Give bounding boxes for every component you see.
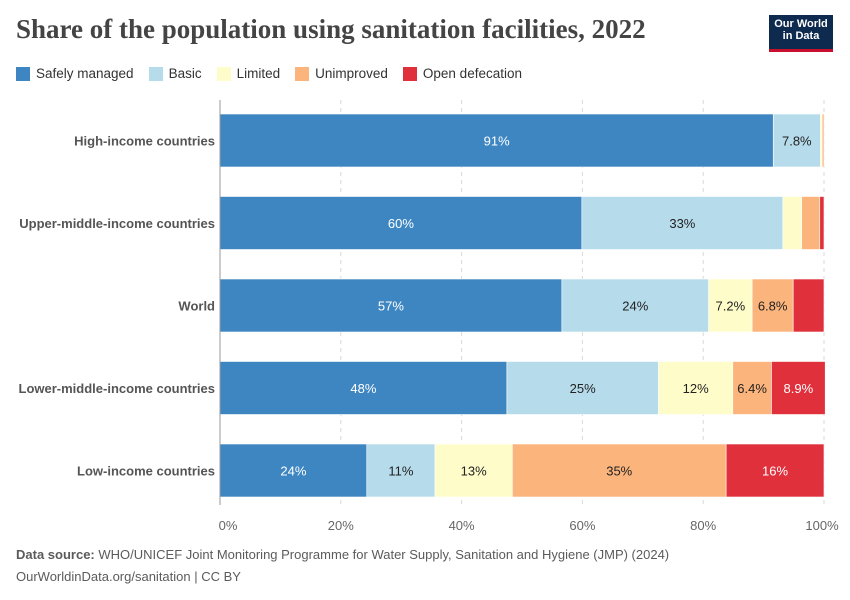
- data-label: 60%: [388, 216, 414, 231]
- bar-segment: [366, 443, 436, 498]
- category-label: High-income countries: [74, 134, 215, 149]
- bar-segment: [801, 196, 821, 250]
- bar-segment: [561, 278, 709, 333]
- bar-segment: [772, 113, 821, 168]
- data-source-text: WHO/UNICEF Joint Monitoring Programme fo…: [98, 547, 670, 562]
- x-tick-label: 60%: [569, 518, 595, 533]
- bar-segment: [708, 278, 753, 333]
- category-label: Lower-middle-income countries: [19, 381, 215, 396]
- bar-segment: [782, 196, 802, 250]
- bar-segment: [821, 113, 825, 168]
- data-label: 7.8%: [782, 134, 812, 149]
- data-label: 12%: [683, 381, 709, 396]
- data-label: 57%: [378, 299, 404, 314]
- data-source-label: Data source:: [16, 547, 95, 562]
- x-tick-label: 0%: [219, 518, 238, 533]
- x-tick-label: 20%: [328, 518, 354, 533]
- legend: Safely managed Basic Limited Unimproved …: [16, 66, 537, 81]
- data-label: 6.8%: [758, 299, 788, 314]
- bar-segment: [219, 113, 774, 168]
- data-label: 7.2%: [716, 299, 746, 314]
- category-label: Low-income countries: [77, 464, 215, 479]
- bar-segment: [792, 278, 825, 333]
- data-label: 11%: [388, 464, 413, 479]
- legend-swatch-unimproved: [295, 66, 310, 81]
- data-label: 6.4%: [737, 381, 767, 396]
- x-tick-label: 40%: [449, 518, 475, 533]
- bar-segment: [581, 196, 784, 250]
- data-label: 13%: [461, 464, 487, 479]
- logo-line-1: Our World: [774, 18, 828, 30]
- legend-item-open-defecation[interactable]: Open defecation: [402, 66, 522, 81]
- data-label: 16%: [762, 464, 788, 479]
- category-label: Upper-middle-income countries: [19, 216, 215, 231]
- bar-segment: [819, 196, 825, 250]
- data-label: 24%: [280, 464, 306, 479]
- bar-segment: [725, 443, 825, 498]
- bar-segment: [219, 361, 508, 415]
- data-label: 25%: [570, 381, 596, 396]
- legend-label-limited: Limited: [236, 66, 281, 81]
- category-label: World: [178, 299, 215, 314]
- legend-item-basic[interactable]: Basic: [148, 66, 202, 81]
- x-tick-label: 100%: [805, 518, 839, 533]
- bar-segment: [771, 361, 826, 415]
- bar-segment: [512, 443, 727, 498]
- legend-label-safely-managed: Safely managed: [36, 66, 134, 81]
- bar-segment: [219, 278, 563, 333]
- legend-item-safely-managed[interactable]: Safely managed: [16, 66, 134, 81]
- legend-item-limited[interactable]: Limited: [216, 66, 281, 81]
- bar-segment: [658, 361, 734, 415]
- legend-swatch-basic: [148, 66, 163, 81]
- legend-label-unimproved: Unimproved: [315, 66, 388, 81]
- data-label: 8.9%: [784, 381, 814, 396]
- legend-item-unimproved[interactable]: Unimproved: [295, 66, 388, 81]
- legend-label-open-defecation: Open defecation: [422, 66, 522, 81]
- stacked-bar-chart: 0% 20% 40% 60% 80% 100% High-income countries 9…: [19, 100, 839, 533]
- data-label: 33%: [669, 216, 695, 231]
- bar-segment: [751, 278, 794, 333]
- data-label: 91%: [484, 134, 510, 149]
- bar-segment: [434, 443, 513, 498]
- data-label: 48%: [350, 381, 376, 396]
- x-tick-label: 80%: [690, 518, 716, 533]
- legend-label-basic: Basic: [168, 66, 202, 81]
- data-label: 24%: [622, 299, 648, 314]
- footer-link[interactable]: OurWorldinData.org/sanitation | CC BY: [16, 569, 241, 584]
- bar-segment: [219, 443, 368, 498]
- chart-title: Share of the population using sanitation…: [16, 14, 646, 44]
- legend-swatch-safely-managed: [16, 66, 30, 81]
- data-label: 35%: [606, 464, 632, 479]
- logo-line-2: in Data: [782, 30, 820, 42]
- legend-swatch-open-defecation: [402, 66, 417, 81]
- data-source: Data source: WHO/UNICEF Joint Monitoring…: [16, 547, 669, 562]
- bar-segment: [506, 361, 659, 415]
- legend-swatch-limited: [216, 66, 231, 81]
- owid-logo[interactable]: Our World in Data: [769, 15, 833, 52]
